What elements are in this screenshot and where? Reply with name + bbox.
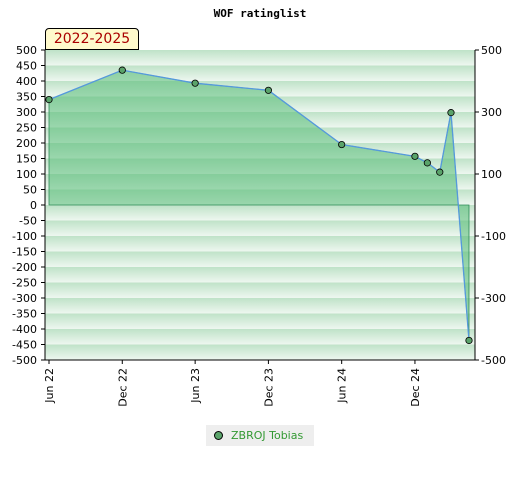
y-tick-label: 100 [16,168,37,181]
legend-marker-icon [214,431,223,440]
x-tick-label: Dec 23 [262,368,275,407]
legend-series-name: ZBROJ Tobias [231,429,304,442]
y-axis-right: 500 300 100 -100 -300 -500 [475,44,506,367]
y-tick-label: 150 [16,153,37,166]
data-point [447,109,455,117]
data-point [423,159,431,167]
background-band [45,282,475,298]
series-line [48,69,470,341]
y-right-tick-label: -300 [481,292,506,305]
y-right-tick-label: -500 [481,354,506,367]
y-tick-label: -250 [12,277,37,290]
y-tick-label: -50 [19,215,37,228]
background-band [45,220,475,236]
data-point [465,336,473,345]
data-point [191,79,199,87]
data-point [411,152,419,160]
y-tick-label: -450 [12,339,37,352]
background-band [45,236,475,252]
data-point [436,168,444,176]
y-axis-left: 500450400350300250200150100500-50-100-15… [12,44,45,367]
y-tick-label: 50 [23,184,37,197]
background-band [45,344,475,360]
x-axis: Jun 22 Dec 22 Jun 23 Dec 23 Jun 24 Dec 24 [43,360,422,407]
y-tick-label: 300 [16,106,37,119]
data-point [118,66,126,74]
x-tick-label: Jun 23 [189,368,202,404]
rating-line [48,69,470,341]
background-band [45,267,475,283]
period-label: 2022-2025 [53,31,131,47]
data-point [45,96,53,104]
legend[interactable]: ZBROJ Tobias [206,425,314,446]
background-band [45,251,475,267]
background-band [45,329,475,345]
y-tick-label: 450 [16,60,37,73]
y-tick-label: 350 [16,91,37,104]
y-right-tick-label: 500 [481,44,502,57]
chart-title: WOF ratinglist [214,7,307,20]
y-tick-label: -300 [12,292,37,305]
background-band [45,205,475,221]
x-tick-label: Jun 22 [43,368,56,404]
y-tick-label: 0 [30,199,37,212]
y-tick-label: 400 [16,75,37,88]
y-tick-label: -200 [12,261,37,274]
y-tick-label: -100 [12,230,37,243]
y-tick-label: -150 [12,246,37,259]
background-band [45,50,475,66]
x-tick-label: Dec 24 [409,368,422,407]
y-right-tick-label: -100 [481,230,506,243]
y-right-tick-label: 300 [481,106,502,119]
y-tick-label: 250 [16,122,37,135]
y-tick-label: -500 [12,354,37,367]
data-point [338,140,346,149]
x-tick-label: Jun 24 [336,368,349,404]
y-tick-label: 500 [16,44,37,57]
y-right-tick-label: 100 [481,168,502,181]
y-tick-label: 200 [16,137,37,150]
y-tick-label: -350 [12,308,37,321]
background-band [45,298,475,314]
y-tick-label: -400 [12,323,37,336]
data-point [264,86,273,94]
data-markers [45,66,473,345]
period-badge: 2022-2025 [45,28,139,50]
x-tick-label: Dec 22 [116,368,129,407]
background-band [45,313,475,329]
